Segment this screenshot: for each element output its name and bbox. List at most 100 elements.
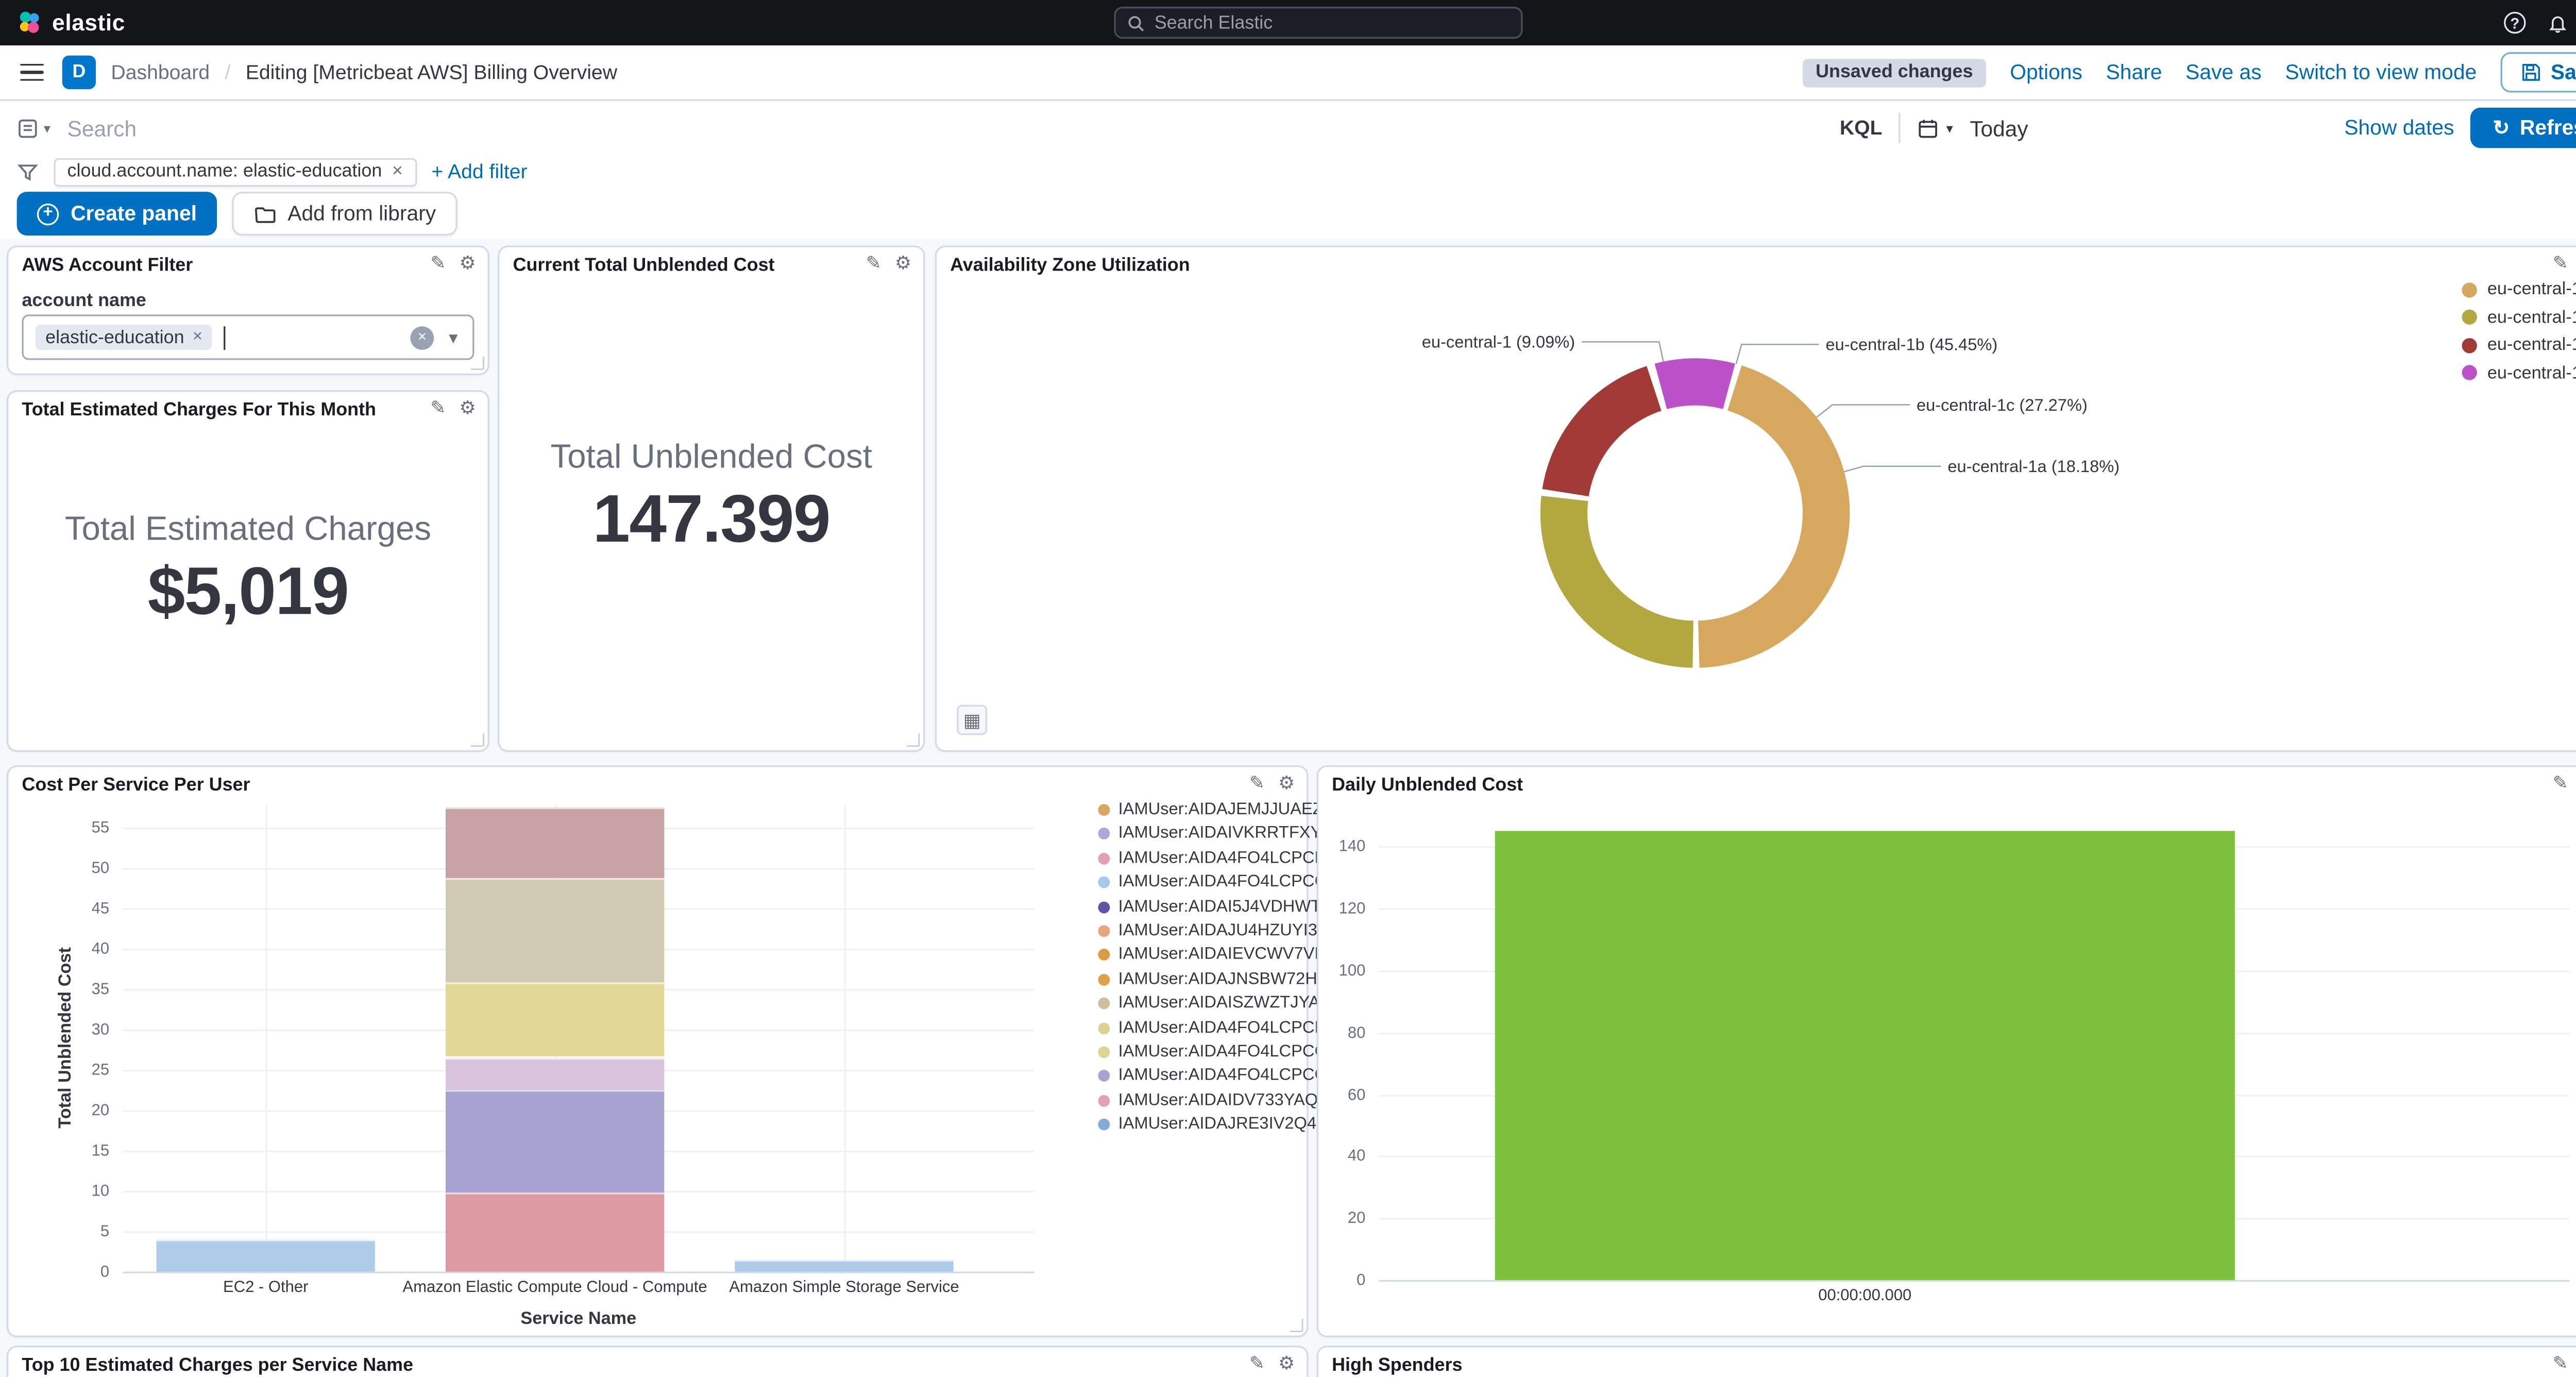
- legend-item[interactable]: IAMUser:AIDAJNSBW72HTC4…: [1098, 970, 1324, 988]
- legend-item[interactable]: IAMUser:AIDAIVKRRTFXYY7O…: [1098, 825, 1324, 844]
- legend-label: IAMUser:AIDA4FO4LCPCGIX…: [1118, 873, 1324, 892]
- bar-daily-cost[interactable]: [1495, 831, 2235, 1280]
- edit-actions-bar: + Create panel Add from library: [0, 189, 2576, 239]
- menu-icon[interactable]: [17, 60, 47, 85]
- remove-filter-icon[interactable]: ×: [392, 160, 403, 181]
- x-axis-line: [1379, 1280, 2570, 1282]
- legend-item[interactable]: IAMUser:AIDAJRE3IV2Q4FLV…: [1098, 1115, 1324, 1134]
- metric-label: Total Estimated Charges: [64, 511, 432, 549]
- elastic-brand[interactable]: elastic: [17, 10, 125, 36]
- bar-segment[interactable]: [445, 807, 665, 878]
- legend-item[interactable]: IAMUser:AIDAJU4HZUYI3DV…: [1098, 922, 1324, 940]
- legend-label: IAMUser:AIDAIDV733YAQILW…: [1118, 1091, 1324, 1110]
- edit-panel-icon[interactable]: ✎: [1249, 1354, 1265, 1374]
- donut-slice-eu-central-1b[interactable]: [1532, 350, 1858, 676]
- edit-panel-icon[interactable]: ✎: [430, 398, 446, 419]
- legend-item[interactable]: eu-central-1: [2462, 362, 2576, 383]
- legend-label: IAMUser:AIDA4FO4LCPCDNF…: [1118, 849, 1324, 868]
- legend-item[interactable]: IAMUser:AIDAIEVCWV7VBSU…: [1098, 946, 1324, 964]
- slice-callout-label: eu-central-1b (45.45%): [1826, 335, 1998, 354]
- panel-title: Top 10 Estimated Charges per Service Nam…: [22, 1355, 414, 1376]
- clear-selection-icon[interactable]: ×: [410, 325, 434, 349]
- help-icon[interactable]: ?: [2504, 11, 2526, 34]
- legend-item[interactable]: eu-central-1c: [2462, 307, 2576, 327]
- date-picker-button[interactable]: ▾: [1918, 117, 1953, 139]
- add-filter-button[interactable]: + Add filter: [431, 160, 528, 183]
- legend-item[interactable]: eu-central-1a: [2462, 335, 2576, 355]
- bar-segment[interactable]: [445, 1057, 665, 1090]
- save-button[interactable]: Save: [2500, 52, 2576, 93]
- gridline: [844, 804, 846, 1272]
- panel-options-gear-icon[interactable]: ⚙: [459, 398, 476, 419]
- legend-dot-icon: [2462, 281, 2478, 297]
- y-tick-label: 0: [100, 1263, 110, 1282]
- saved-query-menu-button[interactable]: ▾: [17, 117, 50, 139]
- legend-item[interactable]: IAMUser:AIDAIDV733YAQILW…: [1098, 1091, 1324, 1110]
- slice-callout-line: [1844, 465, 1941, 473]
- query-language-button[interactable]: KQL: [1839, 116, 1883, 140]
- legend-item[interactable]: IAMUser:AIDA4FO4LCPCGIX…: [1098, 873, 1324, 892]
- panel-current-total-unblended-cost: Current Total Unblended Cost ✎ ⚙ Total Un…: [498, 245, 925, 752]
- bar-segment[interactable]: [156, 1239, 375, 1272]
- combobox-chevron-icon[interactable]: ▼: [446, 329, 461, 346]
- account-name-combobox[interactable]: elastic-education × × ▼: [22, 314, 474, 360]
- edit-panel-icon[interactable]: ✎: [2552, 774, 2568, 794]
- y-tick-label: 80: [1347, 1024, 1366, 1043]
- filter-funnel-icon[interactable]: [17, 161, 39, 182]
- legend-dot-icon: [2462, 337, 2478, 352]
- refresh-icon: ↻: [2493, 116, 2510, 140]
- bar-segment[interactable]: [445, 1090, 665, 1192]
- filter-pill[interactable]: cloud.account.name: elastic-education ×: [54, 157, 417, 186]
- legend-item[interactable]: IAMUser:AIDAJEMJJUAEZXG…: [1098, 801, 1324, 819]
- save-as-button[interactable]: Save as: [2185, 60, 2262, 85]
- legend-dot-icon: [1098, 1021, 1110, 1034]
- selected-account-pill[interactable]: elastic-education ×: [35, 324, 213, 350]
- bar-segment[interactable]: [445, 1191, 665, 1272]
- notifications-bell-icon[interactable]: [2548, 12, 2568, 32]
- switch-view-mode-button[interactable]: Switch to view mode: [2285, 60, 2477, 85]
- legend-item[interactable]: IAMUser:AIDA4FO4LCPCBC3…: [1098, 1018, 1324, 1037]
- bar-segment[interactable]: [445, 877, 665, 982]
- global-search-input[interactable]: Search Elastic: [1114, 7, 1523, 39]
- panel-options-gear-icon[interactable]: ⚙: [1278, 1354, 1295, 1374]
- panel-options-gear-icon[interactable]: ⚙: [459, 254, 476, 275]
- legend-item[interactable]: IAMUser:AIDA4FO4LCPCGJI5…: [1098, 1043, 1324, 1061]
- y-tick-label: 40: [91, 941, 110, 960]
- panel-daily-unblended-cost: Daily Unblended Cost ✎⚙ 0204060801001201…: [1316, 765, 2576, 1337]
- brand-label: elastic: [52, 10, 125, 36]
- bar-segment[interactable]: [735, 1260, 954, 1272]
- stacked-bar-chart: Total Unblended Cost Service Name IAMUse…: [8, 767, 1324, 1335]
- legend-item[interactable]: IAMUser:AIDA4FO4LCPCG2U…: [1098, 1067, 1324, 1085]
- edit-panel-icon[interactable]: ✎: [866, 254, 882, 275]
- legend-item[interactable]: IAMUser:AIDA4FO4LCPCDNF…: [1098, 849, 1324, 868]
- edit-panel-icon[interactable]: ✎: [2552, 1354, 2568, 1374]
- elastic-logo-icon: [20, 11, 39, 33]
- donut-slice-eu-central-1c[interactable]: [1532, 350, 1858, 676]
- panel-options-gear-icon[interactable]: ⚙: [1278, 774, 1295, 794]
- breadcrumb-dashboard[interactable]: Dashboard: [111, 60, 210, 85]
- share-button[interactable]: Share: [2106, 60, 2162, 85]
- legend-dot-icon: [1098, 1070, 1110, 1082]
- space-badge[interactable]: D: [62, 55, 96, 89]
- saved-query-icon: [19, 119, 37, 137]
- bar-segment[interactable]: [445, 982, 665, 1057]
- show-dates-button[interactable]: Show dates: [2344, 116, 2454, 140]
- date-range-value[interactable]: Today: [1970, 115, 2028, 141]
- create-panel-button[interactable]: + Create panel: [16, 192, 217, 236]
- edit-panel-icon[interactable]: ✎: [2552, 254, 2568, 275]
- chevron-down-icon: ▾: [43, 120, 50, 136]
- legend-item[interactable]: IAMUser:AIDAISZWZTJYA67G…: [1098, 994, 1324, 1013]
- remove-account-icon[interactable]: ×: [192, 327, 203, 346]
- edit-panel-icon[interactable]: ✎: [1249, 774, 1265, 794]
- legend-toggle-icon[interactable]: ▦: [957, 704, 987, 735]
- legend-item[interactable]: IAMUser:AIDAI5J4VDHWTDLT…: [1098, 898, 1324, 916]
- add-from-library-button[interactable]: Add from library: [232, 192, 458, 236]
- edit-panel-icon[interactable]: ✎: [430, 254, 446, 275]
- refresh-button[interactable]: ↻ Refresh: [2471, 107, 2576, 148]
- kql-search-input[interactable]: Search: [67, 115, 1823, 141]
- panel-options-gear-icon[interactable]: ⚙: [894, 254, 912, 275]
- legend-item[interactable]: eu-central-1b: [2462, 279, 2576, 299]
- legend-label: IAMUser:AIDAJRE3IV2Q4FLV…: [1118, 1115, 1324, 1134]
- options-button[interactable]: Options: [2010, 60, 2082, 85]
